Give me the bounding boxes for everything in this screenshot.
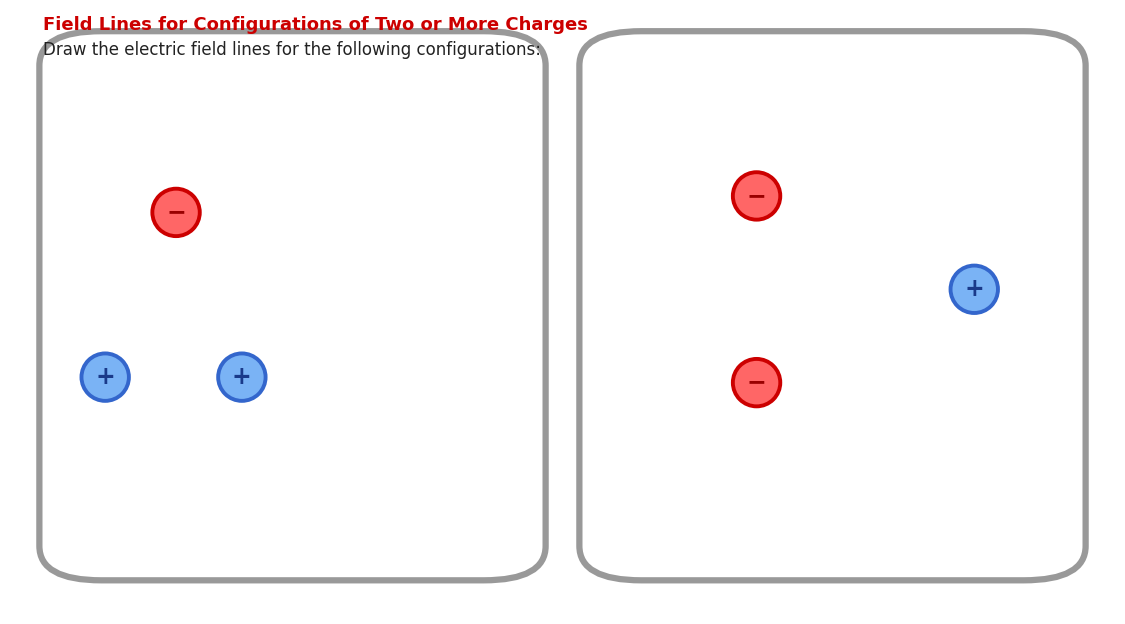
Ellipse shape [732,359,781,406]
FancyBboxPatch shape [39,31,546,580]
Ellipse shape [152,188,200,236]
Ellipse shape [218,353,266,401]
Text: +: + [232,365,252,389]
Ellipse shape [81,353,129,401]
Ellipse shape [732,172,781,220]
Text: −: − [747,184,766,208]
Text: Draw the electric field lines for the following configurations:: Draw the electric field lines for the fo… [43,41,541,59]
Ellipse shape [951,266,998,313]
Text: +: + [96,365,115,389]
Text: −: − [166,200,186,225]
Text: −: − [747,371,766,394]
Text: +: + [964,277,984,301]
Text: Field Lines for Configurations of Two or More Charges: Field Lines for Configurations of Two or… [43,16,587,34]
FancyBboxPatch shape [579,31,1086,580]
